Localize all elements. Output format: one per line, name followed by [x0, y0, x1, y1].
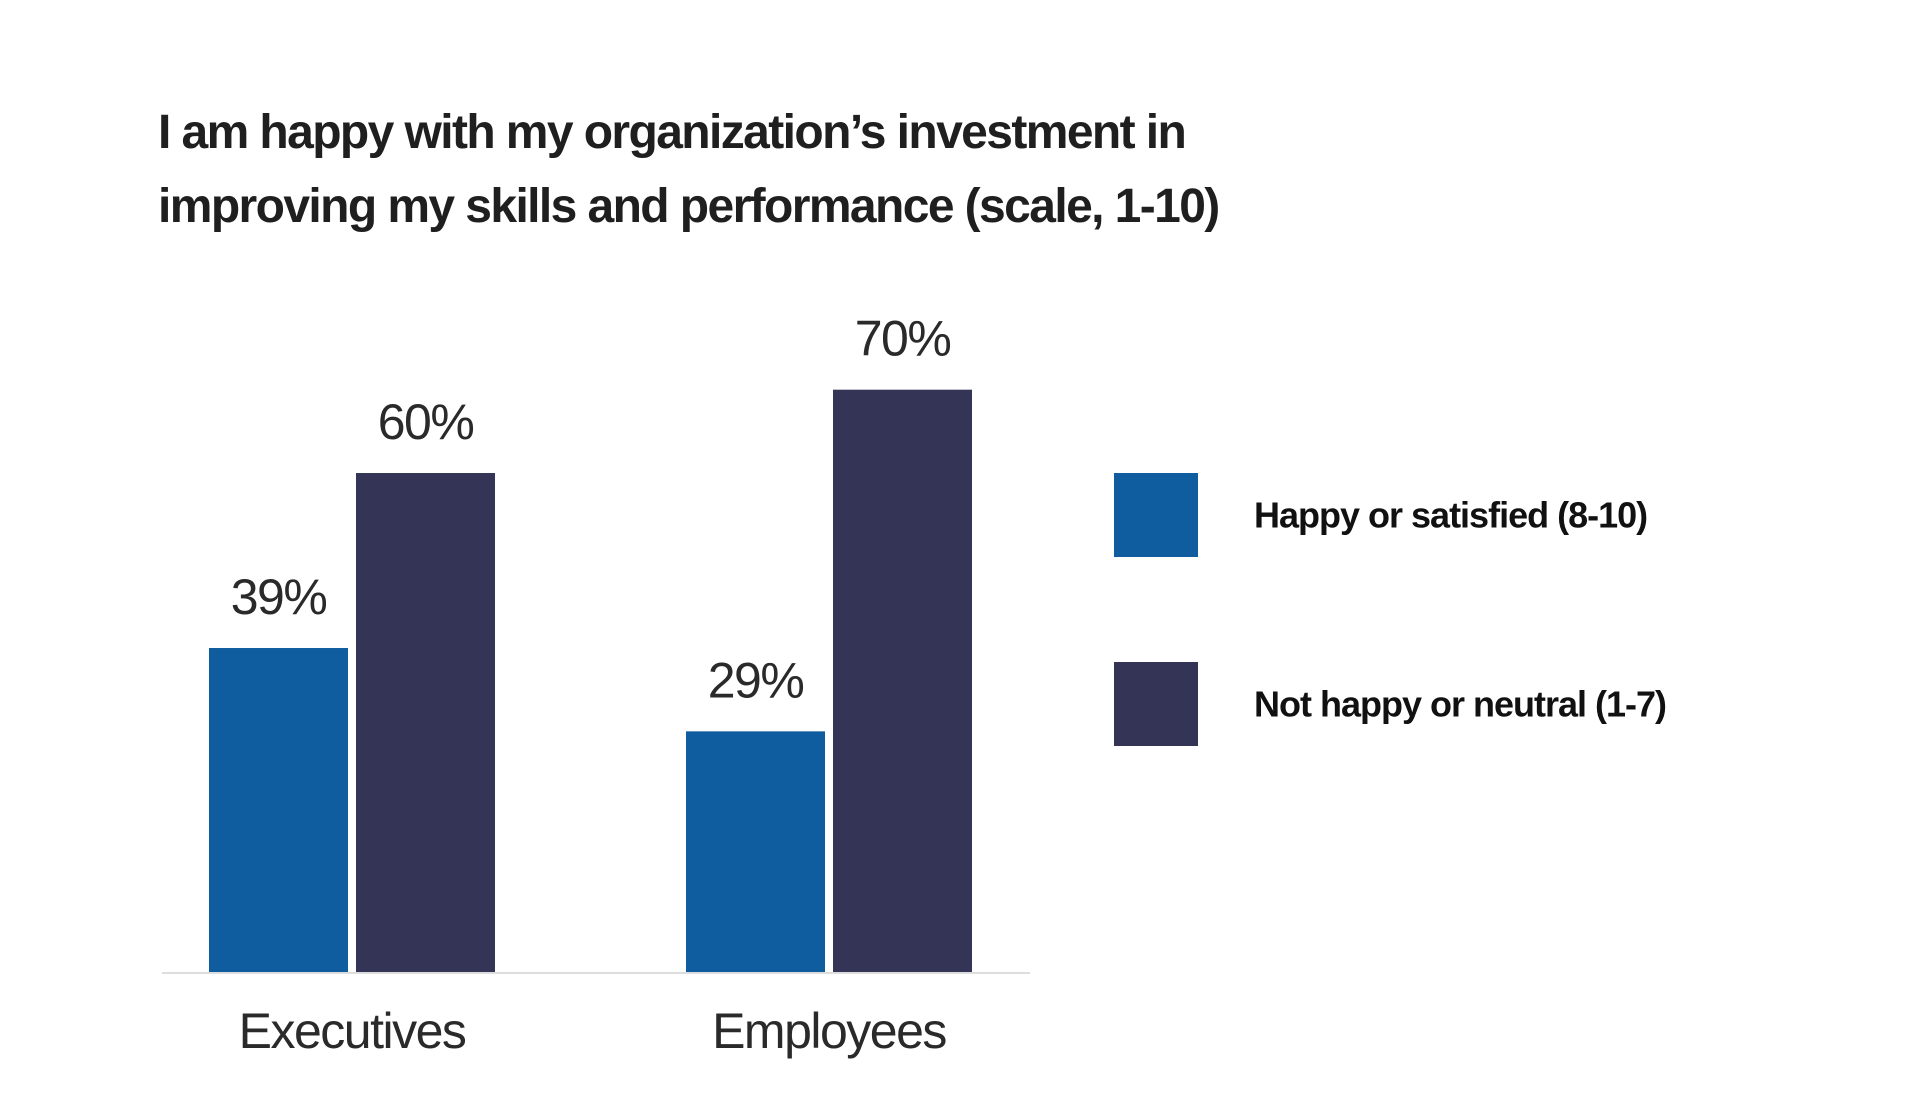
bar-executives-series-2 [356, 473, 495, 973]
legend-swatch-series-2 [1114, 662, 1198, 746]
chart-title-line-1: I am happy with my organization’s invest… [158, 106, 1187, 159]
plot-area: 39% 60% 29% 70% [209, 311, 972, 973]
category-labels: Executives Employees [239, 1003, 948, 1059]
legend-swatch-series-1 [1114, 473, 1198, 557]
bar-employees-series-1 [686, 731, 825, 973]
chart-title-line-2: improving my skills and performance (sca… [158, 180, 1220, 233]
x-tick-label-executives: Executives [239, 1003, 466, 1059]
legend: Happy or satisfied (8-10) Not happy or ne… [1114, 473, 1667, 746]
data-label-executives-series-1: 39% [231, 569, 327, 625]
legend-label-series-2: Not happy or neutral (1-7) [1254, 684, 1666, 725]
data-label-executives-series-2: 60% [378, 394, 474, 450]
bar-executives-series-1 [209, 648, 348, 973]
data-label-employees-series-1: 29% [708, 652, 804, 708]
x-tick-label-employees: Employees [712, 1003, 946, 1059]
chart-title: I am happy with my organization’s invest… [158, 96, 1358, 244]
data-label-employees-series-2: 70% [855, 311, 951, 367]
bar-employees-series-2 [833, 389, 972, 973]
legend-label-series-1: Happy or satisfied (8-10) [1254, 495, 1647, 536]
